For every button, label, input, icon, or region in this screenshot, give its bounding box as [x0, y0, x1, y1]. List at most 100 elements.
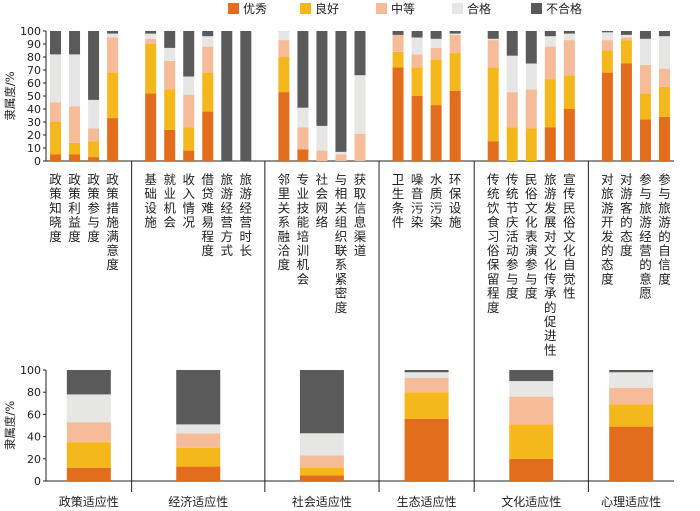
top-bar-seg-21-4: [525, 31, 537, 64]
bottom-bar-seg-3-0: [404, 418, 449, 481]
top-bar-seg-16-2: [411, 54, 423, 68]
top-bar-seg-23-1: [563, 75, 575, 109]
top-bar-seg-18-1: [449, 53, 461, 91]
legend-swatch-0: [228, 3, 239, 14]
top-category-label-3: 政策措施满意度: [106, 172, 119, 272]
top-bar-seg-22-2: [544, 46, 556, 80]
top-bar-seg-23-4: [563, 31, 575, 34]
top-category-label-22: 旅游发展对文化传承的促进性: [544, 172, 557, 357]
top-y-tick-label: 10: [27, 142, 41, 155]
top-bar-seg-4-2: [145, 38, 157, 44]
top-category-label-13: 与相关组织联系紧密度: [335, 172, 348, 315]
bottom-bar-seg-0-4: [66, 370, 111, 395]
bottom-bar-seg-1-0: [176, 466, 221, 481]
bottom-bar-seg-3-1: [404, 392, 449, 419]
top-bar-seg-19-1: [487, 67, 499, 142]
top-category-label-25: 对游客的态度: [620, 172, 633, 258]
bottom-bar-seg-3-3: [404, 372, 449, 378]
top-bar-seg-0-0: [50, 154, 62, 161]
top-bar-seg-24-0: [601, 72, 613, 161]
legend-label-3: 合格: [467, 1, 491, 16]
top-category-label-15: 卫生条件: [392, 172, 405, 230]
bottom-bar-seg-1-2: [176, 433, 221, 448]
top-bar-seg-1-2: [69, 106, 81, 143]
top-bar-seg-26-0: [639, 119, 651, 161]
bottom-category-label-2: 社会适应性: [292, 494, 352, 509]
top-category-label-6: 收入情况: [182, 172, 195, 230]
legend-swatch-1: [300, 3, 311, 14]
legend-label-4: 不合格: [546, 1, 582, 16]
bottom-category-label-0: 政策适应性: [59, 494, 119, 509]
bottom-stacked-bar-chart: 0 20 40 60 80 100 隶属度/% 政策适应性 经济适应性 社会适应性 生态适应性 文化适…: [3, 161, 674, 509]
top-bar-seg-7-2: [202, 46, 214, 73]
top-bar-seg-5-0: [164, 129, 176, 161]
top-y-tick-label: 50: [27, 90, 41, 103]
top-bar-seg-27-3: [658, 36, 670, 69]
bottom-category-label-4: 文化适应性: [501, 494, 561, 509]
top-bar-seg-6-1: [183, 127, 195, 151]
top-y-tick-label: 80: [27, 51, 41, 64]
bottom-category-label-1: 经济适应性: [168, 494, 228, 509]
top-bar-seg-10-1: [278, 57, 290, 93]
top-y-tick-label: 30: [27, 116, 41, 129]
bottom-y-tick-label: 40: [27, 431, 41, 444]
top-y-tick-label: 60: [27, 77, 41, 90]
top-bar-seg-22-0: [544, 127, 556, 161]
top-bar-seg-12-3: [316, 125, 328, 151]
top-bar-seg-20-4: [506, 31, 518, 56]
bottom-bar-seg-4-4: [509, 370, 554, 382]
top-bar-seg-23-3: [563, 33, 575, 41]
top-bar-seg-8-4: [221, 31, 233, 161]
top-bar-seg-24-3: [601, 32, 613, 41]
top-bar-seg-24-2: [601, 40, 613, 51]
bottom-y-axis-label: 隶属度/%: [3, 401, 17, 450]
top-category-label-8: 旅游经营方式: [221, 172, 234, 258]
top-bar-seg-4-4: [145, 31, 157, 34]
top-bar-seg-23-2: [563, 40, 575, 76]
top-bar-seg-25-1: [620, 40, 632, 64]
top-category-label-10: 邻里关系融洽度: [278, 172, 291, 272]
top-bar-seg-0-2: [50, 102, 62, 122]
top-bar-seg-2-3: [88, 99, 100, 129]
top-bar-seg-3-1: [107, 72, 119, 119]
top-bar-seg-7-1: [202, 72, 214, 112]
top-bar-seg-12-4: [316, 31, 328, 126]
top-bar-seg-15-1: [392, 51, 404, 68]
top-y-tick-label: 20: [27, 129, 41, 142]
top-bar-seg-3-0: [107, 118, 119, 161]
top-bar-seg-10-3: [278, 31, 290, 41]
bottom-y-tick-label: 0: [34, 475, 41, 488]
top-bar-seg-7-0: [202, 111, 214, 161]
top-bar-seg-4-1: [145, 44, 157, 94]
top-bar-seg-16-3: [411, 37, 423, 55]
top-bar-seg-23-0: [563, 109, 575, 161]
top-category-label-4: 基础设施: [144, 172, 157, 230]
top-bar-seg-21-2: [525, 89, 537, 129]
top-bar-seg-5-2: [164, 60, 176, 90]
top-category-label-18: 环保设施: [449, 172, 462, 230]
top-bar-seg-16-1: [411, 67, 423, 96]
top-bar-seg-15-0: [392, 67, 404, 161]
top-bar-seg-2-1: [88, 141, 100, 158]
bottom-bar-seg-5-1: [609, 404, 654, 427]
top-category-label-12: 社会网络: [316, 172, 329, 230]
bottom-y-tick-label: 20: [27, 453, 41, 466]
top-bar-seg-18-3: [449, 33, 461, 35]
bottom-bar-seg-2-1: [299, 467, 344, 476]
top-category-label-23: 宣传民俗文化自觉性: [563, 172, 576, 301]
legend: 优秀 良好 中等 合格 不合格: [228, 1, 582, 16]
top-bar-seg-17-3: [430, 38, 442, 48]
top-bar-seg-27-2: [658, 68, 670, 87]
legend-swatch-3: [452, 3, 463, 14]
bottom-category-label-3: 生态适应性: [397, 494, 457, 509]
bottom-bar-seg-2-4: [299, 370, 344, 434]
bottom-bar-seg-5-4: [609, 370, 654, 373]
top-bar-seg-14-3: [354, 75, 366, 134]
top-category-label-16: 噪音污染: [411, 172, 424, 230]
top-category-label-5: 就业机会: [163, 172, 176, 230]
bottom-y-tick-label: 100: [20, 364, 41, 377]
top-bar-seg-13-4: [335, 31, 347, 152]
top-bar-seg-0-3: [50, 54, 62, 103]
top-category-label-21: 民俗文化表演参与度: [525, 172, 538, 301]
top-category-label-26: 参与旅游经营的意愿: [639, 172, 652, 301]
